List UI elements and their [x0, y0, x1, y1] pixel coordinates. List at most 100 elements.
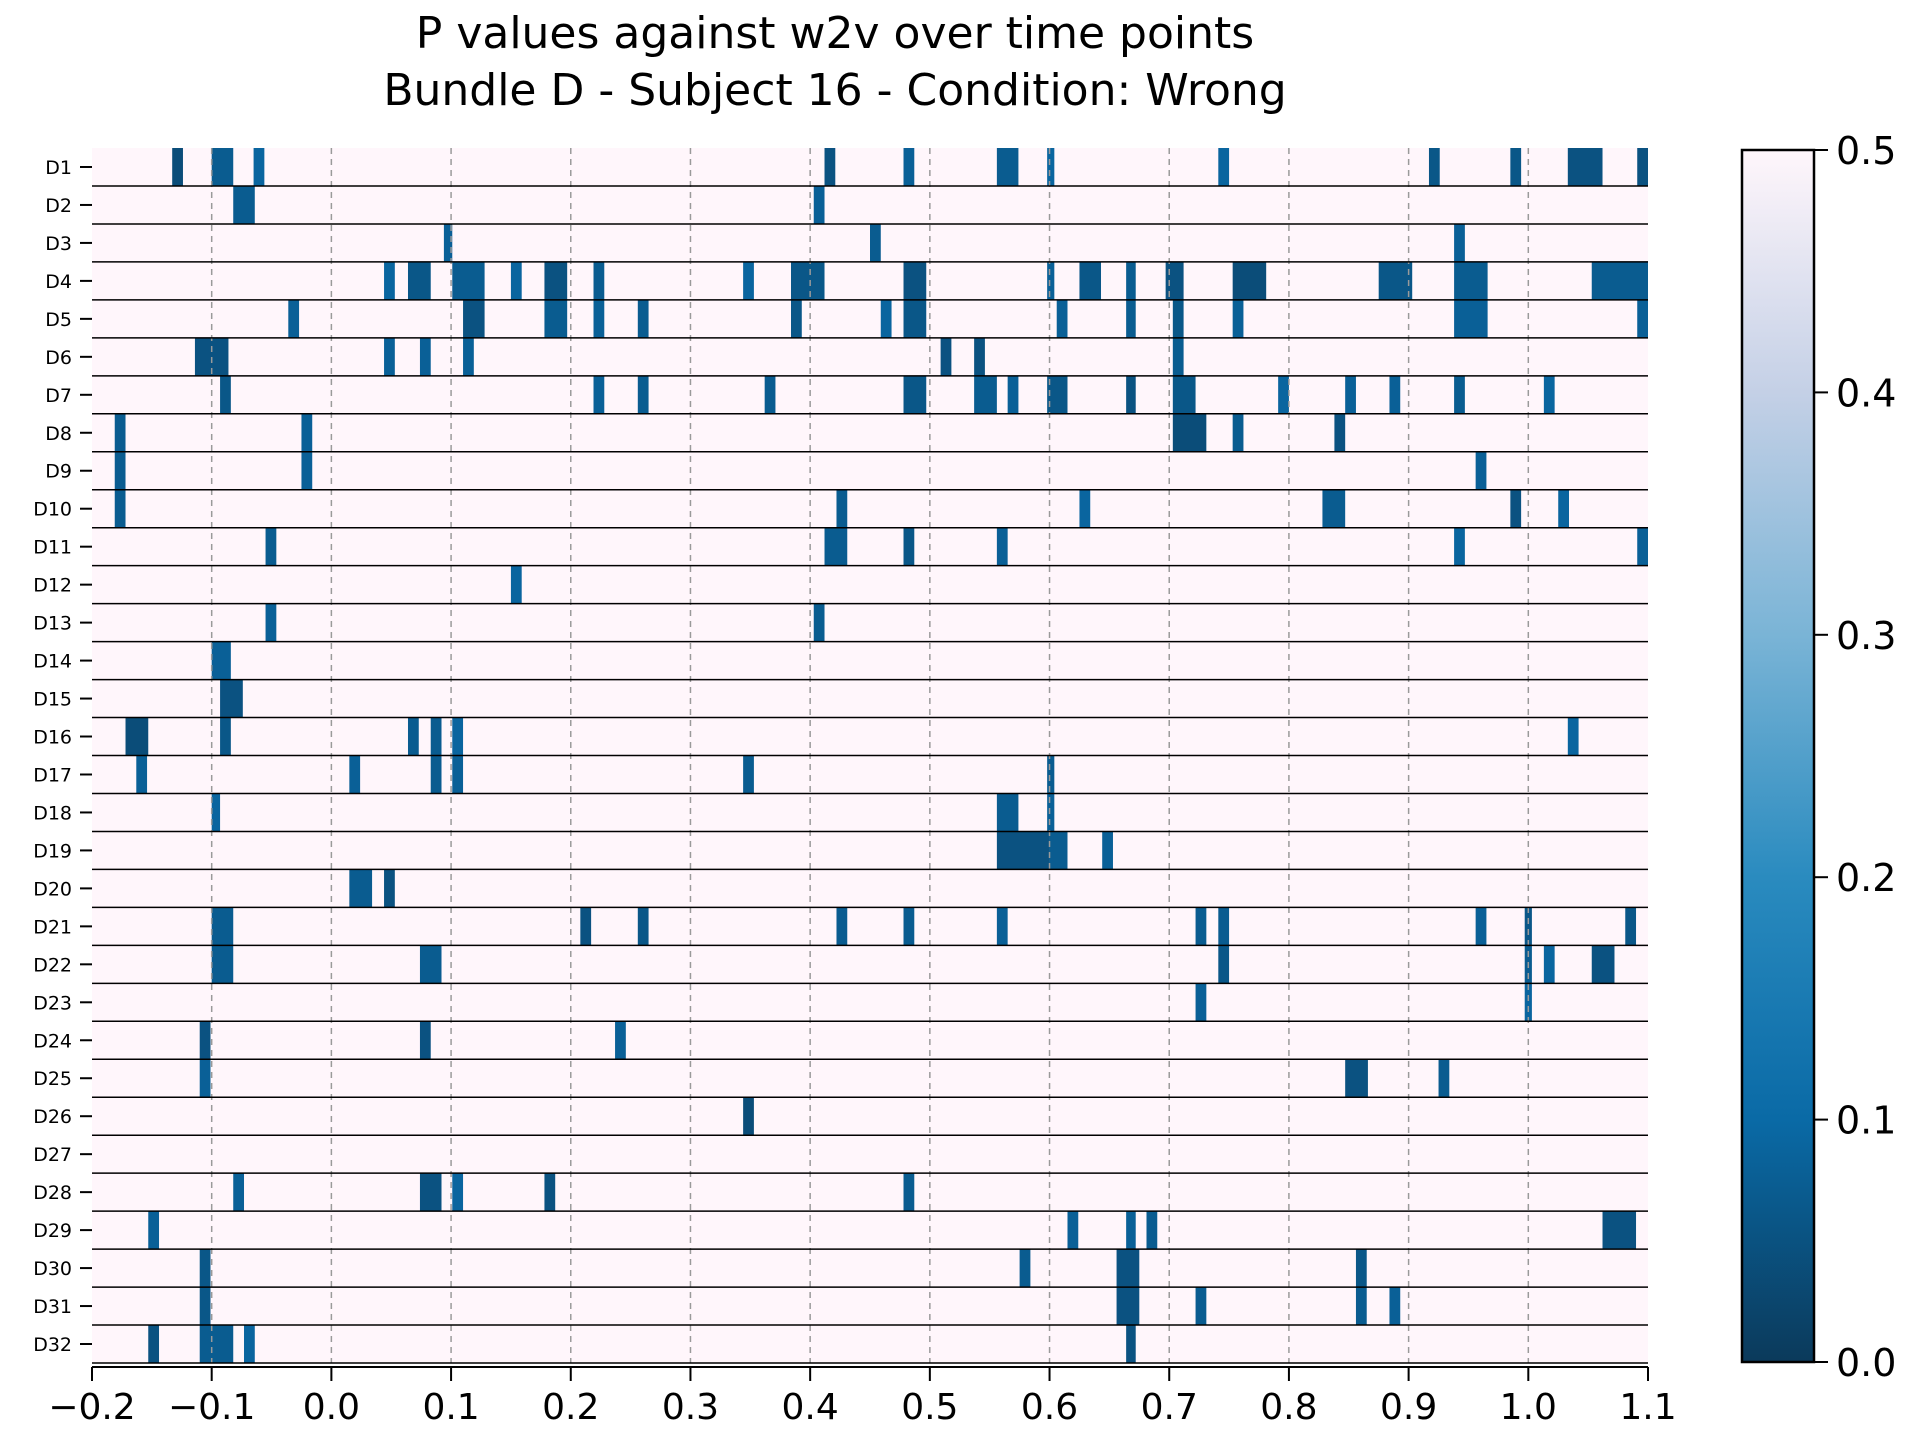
colorbar: 0.0 0.1 0.2 0.3 0.4 0.5 — [1740, 129, 1896, 1385]
heatmap-cell-D6 — [974, 337, 985, 376]
heatmap-cell-D21 — [1218, 907, 1230, 946]
heatmap-cell-D11 — [824, 527, 848, 566]
heatmap-cell-D24 — [419, 1021, 431, 1060]
heatmap-row-D18 — [92, 793, 1648, 832]
heatmap-row-D9 — [92, 451, 1648, 490]
heatmap-cell-D21 — [1475, 907, 1487, 946]
heatmap-cell-D32 — [148, 1325, 160, 1363]
heatmap-cell-D22 — [211, 945, 234, 984]
heatmap-cell-D4 — [1591, 261, 1648, 300]
heatmap-cell-D13 — [813, 603, 825, 642]
y-tick-label: D11 — [33, 537, 72, 559]
heatmap-cell-D1 — [824, 148, 836, 186]
heatmap-cell-D7 — [903, 375, 927, 414]
heatmap-cell-D9 — [114, 451, 126, 490]
heatmap-cell-D29 — [1126, 1211, 1136, 1250]
heatmap-cell-D18 — [1047, 793, 1055, 832]
y-tick-label: D8 — [45, 423, 72, 445]
heatmap-cell-D21 — [1524, 907, 1532, 946]
heatmap-cell-D26 — [743, 1097, 754, 1136]
heatmap-cell-D4 — [903, 261, 927, 300]
x-tick-label: 1.1 — [1619, 1387, 1676, 1428]
heatmap-cell-D28 — [544, 1173, 556, 1212]
heatmap-cell-D8 — [1172, 413, 1207, 452]
heatmap-cell-D12 — [510, 565, 522, 604]
heatmap-cell-D5 — [593, 299, 605, 338]
x-tick-label: 0.0 — [303, 1387, 360, 1428]
heatmap-row-D2 — [92, 185, 1648, 224]
heatmap-cell-D4 — [384, 261, 395, 300]
colorbar-tick-label: 0.4 — [1836, 371, 1896, 415]
heatmap-cell-D25 — [1345, 1059, 1368, 1098]
heatmap-row-D11 — [92, 527, 1648, 566]
heatmap-cell-D5 — [903, 299, 927, 338]
y-tick-label: D21 — [33, 916, 72, 938]
heatmap-cell-D2 — [233, 185, 255, 224]
heatmap-cell-D21 — [1625, 907, 1637, 946]
heatmap-row-D10 — [92, 489, 1648, 528]
heatmap-cell-D4 — [1454, 261, 1488, 300]
heatmap-cell-D10 — [114, 489, 126, 528]
heatmap-cell-D30 — [1355, 1249, 1367, 1288]
heatmap-cell-D7 — [637, 375, 649, 414]
heatmap-cell-D5 — [1126, 299, 1136, 338]
y-tick-label: D14 — [33, 651, 72, 673]
heatmap-cell-D23 — [1195, 983, 1207, 1022]
colorbar-tick-label: 0.3 — [1836, 614, 1896, 658]
heatmap-cell-D7 — [1007, 375, 1019, 414]
heatmap-cell-D6 — [1172, 337, 1184, 376]
y-tick-label: D29 — [33, 1220, 72, 1242]
heatmap-cell-D31 — [199, 1287, 211, 1326]
heatmap-row-D15 — [92, 679, 1648, 718]
heatmap-cell-D17 — [743, 755, 754, 794]
y-tick-label: D10 — [33, 499, 72, 521]
heatmap-cell-D21 — [211, 907, 234, 946]
heatmap-cell-D19 — [1102, 831, 1113, 870]
heatmap-cell-D7 — [593, 375, 605, 414]
colorbar-tick-label: 0.1 — [1836, 1099, 1896, 1143]
heatmap-cell-D4 — [1126, 261, 1136, 300]
heatmap-cell-D1 — [1637, 148, 1648, 186]
heatmap-cell-D18 — [996, 793, 1019, 832]
heatmap-cell-D10 — [1322, 489, 1346, 528]
heatmap-cell-D22 — [1543, 945, 1555, 984]
heatmap-cell-D7 — [1172, 375, 1196, 414]
chart-title-line1: P values against w2v over time points — [416, 8, 1254, 59]
heatmap-cell-D11 — [1637, 527, 1648, 566]
heatmap-cell-D4 — [1232, 261, 1267, 300]
heatmap-cell-D5 — [463, 299, 485, 338]
y-tick-label: D7 — [45, 385, 72, 407]
colorbar-gradient — [1740, 148, 1816, 1364]
heatmap-cell-D8 — [1334, 413, 1346, 452]
x-tick-label: 1.0 — [1500, 1387, 1557, 1428]
heatmap-cell-D4 — [1165, 261, 1184, 300]
heatmap-cell-D1 — [253, 148, 265, 186]
heatmap-cell-D17 — [452, 755, 464, 794]
y-tick-label: D20 — [33, 878, 72, 900]
heatmap-cell-D17 — [430, 755, 442, 794]
heatmap-row-D8 — [92, 413, 1648, 452]
y-tick-label: D18 — [33, 802, 72, 824]
heatmap-row-D4 — [92, 261, 1648, 300]
y-tick-label: D30 — [33, 1258, 72, 1280]
heatmap-cell-D7 — [1345, 375, 1356, 414]
heatmap-cell-D24 — [615, 1021, 626, 1060]
heatmap-cell-D1 — [211, 148, 234, 186]
heatmap-cell-D30 — [1019, 1249, 1031, 1288]
heatmap-row-D32 — [92, 1325, 1648, 1363]
heatmap-cell-D32 — [199, 1325, 234, 1363]
heatmap-cell-D21 — [637, 907, 649, 946]
x-tick-label: −0.1 — [168, 1387, 255, 1428]
heatmap-row-D30 — [92, 1249, 1648, 1288]
heatmap-cell-D4 — [1378, 261, 1413, 300]
y-tick-label: D28 — [33, 1182, 72, 1204]
heatmap-cell-D3 — [1454, 223, 1465, 262]
heatmap-cell-D32 — [244, 1325, 255, 1363]
heatmap-cell-D5 — [880, 299, 892, 338]
heatmap-cell-D31 — [1116, 1287, 1140, 1326]
heatmap-cell-D16 — [1567, 717, 1579, 756]
y-tick-label: D24 — [33, 1030, 72, 1052]
y-tick-label: D23 — [33, 992, 72, 1014]
heatmap-row-D5 — [92, 299, 1648, 338]
